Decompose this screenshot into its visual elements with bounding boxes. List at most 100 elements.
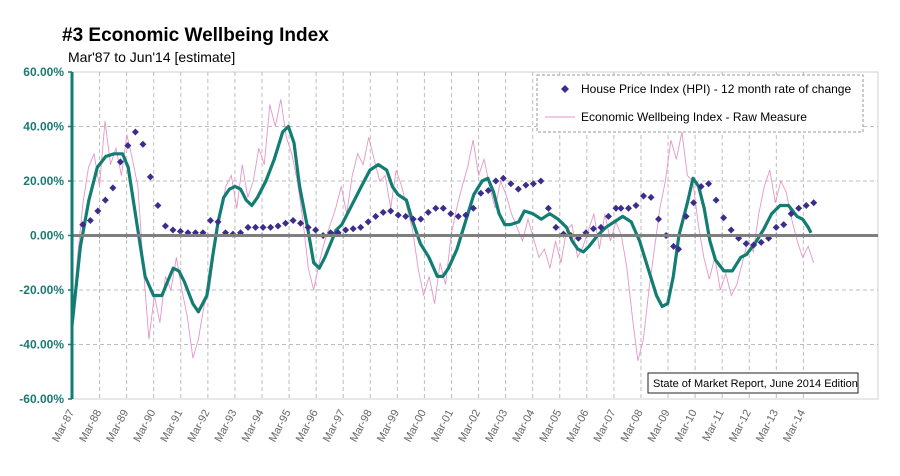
hpi-point [86, 217, 94, 225]
chart-subtitle: Mar'87 to Jun'14 [estimate] [68, 49, 235, 65]
y-tick-label: -20.00% [19, 283, 64, 297]
axes [68, 71, 878, 400]
hpi-point [304, 223, 312, 231]
hpi-point [282, 219, 290, 227]
hpi-point [447, 210, 455, 218]
hpi-point [214, 218, 222, 226]
hpi-point [161, 222, 169, 230]
source-note-box [647, 372, 859, 394]
x-tick-label: Mar-00 [402, 408, 429, 444]
hpi-point [289, 217, 297, 225]
x-tick-label: Mar-03 [483, 408, 510, 444]
hpi-point [624, 204, 632, 212]
y-tick-label: 20.00% [23, 174, 64, 188]
hpi-point [349, 225, 357, 233]
x-tick-label: Mar-09 [646, 408, 673, 444]
hpi-point [124, 142, 132, 150]
hpi-point [477, 189, 485, 197]
hpi-point [259, 223, 267, 231]
x-tick-label: Mar-13 [754, 408, 781, 444]
hpi-point [690, 199, 698, 207]
y-tick-label: -60.00% [19, 392, 64, 406]
hpi-point [342, 226, 350, 234]
hpi-point [267, 223, 275, 231]
x-tick-label: Mar-96 [294, 408, 321, 444]
hpi-point [372, 212, 380, 220]
hpi-point [432, 204, 440, 212]
hpi-point [647, 193, 655, 201]
hpi-point [705, 180, 713, 188]
hpi-point [154, 202, 162, 210]
x-tick-label: Mar-97 [321, 408, 348, 444]
hpi-point [116, 158, 124, 166]
hpi-point [604, 212, 612, 220]
hpi-point [499, 174, 507, 182]
source-note: State of Market Report, June 2014 Editio… [647, 372, 859, 394]
hpi-point [462, 211, 470, 219]
legend-hpi-marker [561, 85, 569, 93]
hpi-point [529, 180, 537, 188]
hpi-point [632, 202, 640, 210]
x-tick-label: Mar-89 [104, 408, 131, 444]
x-axis-ticks: Mar-87 Mar-88 Mar-89 Mar-90 Mar-91 Mar-92 Mar-… [50, 408, 808, 444]
x-tick-label: Mar-93 [213, 408, 240, 444]
x-tick-label: Mar-05 [537, 408, 564, 444]
x-tick-label: Mar-99 [375, 408, 402, 444]
source-note-text: State of Market Report, June 2014 Editio… [653, 378, 858, 390]
hpi-point [780, 221, 788, 229]
y-axis-ticks: 60.00% 40.00% 20.00% 0.00% -20.00% -40.00% -60… [19, 65, 64, 406]
x-tick-label: Mar-14 [781, 408, 808, 444]
legend-hpi-label: House Price Index (HPI) - 12 month rate … [581, 82, 851, 96]
hpi-point [79, 221, 87, 229]
hpi-point [131, 128, 139, 136]
hpi-point [387, 207, 395, 215]
hpi-point [589, 225, 597, 233]
x-tick-label: Mar-12 [727, 408, 754, 444]
hpi-point [787, 210, 795, 218]
hpi-point [176, 227, 184, 235]
x-tick-label: Mar-88 [77, 408, 104, 444]
hpi-point [514, 185, 522, 193]
hpi-point [274, 222, 282, 230]
hpi-point [357, 223, 365, 231]
hpi-point [507, 180, 515, 188]
x-tick-label: Mar-10 [673, 408, 700, 444]
hpi-point [312, 226, 320, 234]
hpi-point [772, 223, 780, 231]
legend-raw-label: Economic Wellbeing Index - Raw Measure [581, 110, 807, 124]
series-layer [70, 99, 818, 361]
hpi-point [810, 199, 818, 207]
y-tick-label: -40.00% [19, 338, 64, 352]
hpi-point [795, 204, 803, 212]
x-tick-label: Mar-01 [429, 408, 456, 444]
hpi-point [612, 204, 620, 212]
hpi-point [409, 215, 417, 223]
hpi-point [439, 204, 447, 212]
hpi-point [712, 196, 720, 204]
x-tick-label: Mar-08 [619, 408, 646, 444]
hpi-point [750, 241, 758, 249]
hpi-point [544, 204, 552, 212]
hpi-point [720, 214, 728, 222]
hpi-point [252, 223, 260, 231]
hpi-point [424, 208, 432, 216]
hpi-point [727, 226, 735, 234]
series-smoothed-line [70, 124, 813, 326]
hpi-point [469, 204, 477, 212]
chart-title: #3 Economic Wellbeing Index [62, 25, 329, 46]
x-tick-label: Mar-94 [240, 408, 267, 444]
legend: House Price Index (HPI) - 12 month rate … [536, 74, 864, 133]
x-tick-label: Mar-95 [267, 408, 294, 444]
x-tick-label: Mar-90 [131, 408, 158, 444]
hpi-point [94, 207, 102, 215]
x-tick-label: Mar-92 [186, 408, 213, 444]
hpi-point [109, 184, 117, 192]
hpi-point [484, 187, 492, 195]
hpi-point [757, 238, 765, 246]
hpi-point [552, 223, 560, 231]
hpi-point [492, 177, 500, 185]
hpi-point [244, 223, 252, 231]
x-tick-label: Mar-87 [50, 408, 77, 444]
hpi-point [682, 212, 690, 220]
